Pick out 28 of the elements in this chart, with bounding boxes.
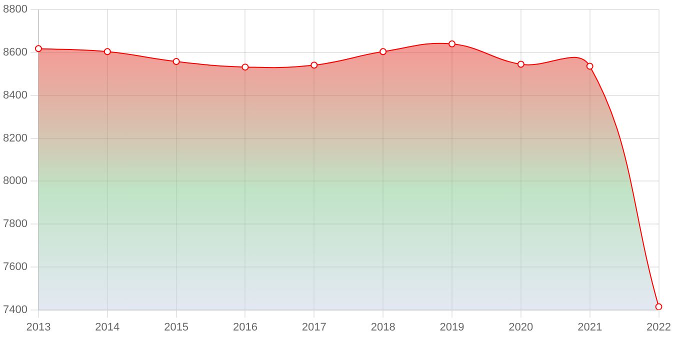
- y-tick-label: 8800: [2, 4, 28, 16]
- point: [34, 45, 42, 52]
- x-tick-label: 2021: [578, 321, 602, 334]
- point: [586, 62, 594, 70]
- point: [172, 58, 180, 65]
- x-tick-label: 2014: [95, 321, 120, 334]
- y-tick-label: 8000: [2, 175, 28, 188]
- x-tick-label: 2017: [302, 321, 326, 334]
- point: [517, 60, 524, 68]
- x-tick-label: 2019: [440, 321, 464, 334]
- point: [310, 62, 318, 69]
- y-tick-label: 8200: [2, 132, 28, 144]
- point: [380, 48, 387, 56]
- x-tick-label: 2015: [164, 321, 189, 334]
- x-tick-label: 2020: [508, 321, 534, 334]
- y-tick-label: 7600: [2, 260, 28, 273]
- x-tick-label: 2018: [370, 321, 396, 334]
- x-tick-label: 2013: [26, 321, 51, 334]
- y-tick-label: 8400: [2, 89, 28, 102]
- point: [104, 48, 111, 56]
- point: [655, 303, 662, 310]
- point: [448, 40, 456, 48]
- x-tick-label: 2022: [646, 321, 672, 334]
- x-tick-label: 2016: [232, 321, 258, 334]
- y-tick-label: 7400: [2, 304, 28, 316]
- y-tick-label: 8600: [2, 46, 28, 59]
- y-tick-label: 7800: [2, 218, 28, 230]
- point: [242, 64, 249, 71]
